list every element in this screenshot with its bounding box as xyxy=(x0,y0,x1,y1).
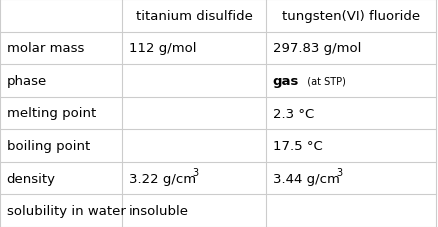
Text: 3: 3 xyxy=(335,168,341,178)
Text: 297.83 g/mol: 297.83 g/mol xyxy=(272,42,360,55)
Text: boiling point: boiling point xyxy=(7,139,90,152)
Text: 112 g/mol: 112 g/mol xyxy=(128,42,196,55)
Text: (at STP): (at STP) xyxy=(300,76,345,86)
Text: phase: phase xyxy=(7,75,47,88)
Text: tungsten(VI) fluoride: tungsten(VI) fluoride xyxy=(282,10,419,23)
Text: molar mass: molar mass xyxy=(7,42,84,55)
Text: titanium disulfide: titanium disulfide xyxy=(135,10,252,23)
Text: 17.5 °C: 17.5 °C xyxy=(272,139,321,152)
Text: solubility in water: solubility in water xyxy=(7,204,125,217)
Text: melting point: melting point xyxy=(7,107,95,120)
Text: 3.22 g/cm: 3.22 g/cm xyxy=(128,172,195,185)
Text: gas: gas xyxy=(272,75,298,88)
Text: 3: 3 xyxy=(191,168,198,178)
Text: 3.44 g/cm: 3.44 g/cm xyxy=(272,172,339,185)
Text: density: density xyxy=(7,172,56,185)
Text: 2.3 °C: 2.3 °C xyxy=(272,107,313,120)
Text: insoluble: insoluble xyxy=(128,204,188,217)
